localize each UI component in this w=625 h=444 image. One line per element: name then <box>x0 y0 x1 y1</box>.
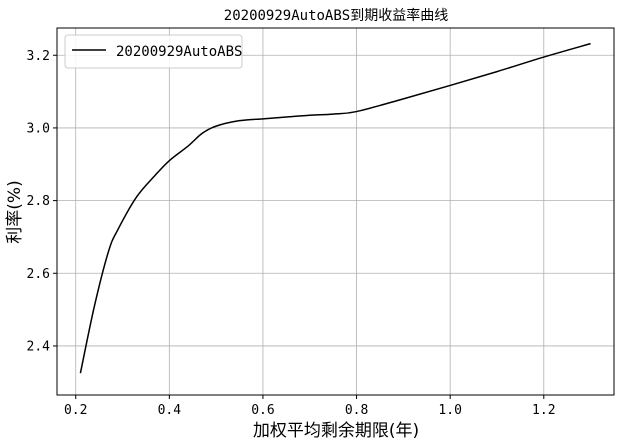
axis-ticks: 0.2 0.4 0.6 0.8 1.0 1.2 2.4 2.6 2.8 3.0 3.2 <box>27 49 556 418</box>
x-axis-label: 加权平均剩余期限(年) <box>253 421 419 441</box>
plot-frame <box>56 27 615 396</box>
y-axis-label: 利率(%) <box>5 180 25 243</box>
x-tick-label: 0.2 <box>64 403 87 418</box>
legend-entry-label: 20200929AutoABS <box>116 44 242 60</box>
y-tick-label: 2.8 <box>27 194 50 209</box>
legend-box <box>64 34 243 69</box>
x-tick-label: 1.0 <box>438 403 461 418</box>
series-line <box>79 42 591 374</box>
y-tick-label: 3.2 <box>27 49 50 64</box>
y-tick-label: 2.4 <box>27 339 51 354</box>
chart-title: 20200929AutoABS到期收益率曲线 <box>224 7 448 24</box>
x-tick-label: 0.8 <box>345 403 368 418</box>
plot-series <box>79 42 591 374</box>
x-tick-label: 0.4 <box>158 403 182 418</box>
x-tick-label: 0.6 <box>251 403 274 418</box>
grid-lines <box>57 28 614 395</box>
legend: 20200929AutoABS <box>64 34 243 69</box>
y-tick-label: 3.0 <box>27 121 50 136</box>
y-tick-label: 2.6 <box>27 267 50 282</box>
x-tick-label: 1.2 <box>532 403 555 418</box>
